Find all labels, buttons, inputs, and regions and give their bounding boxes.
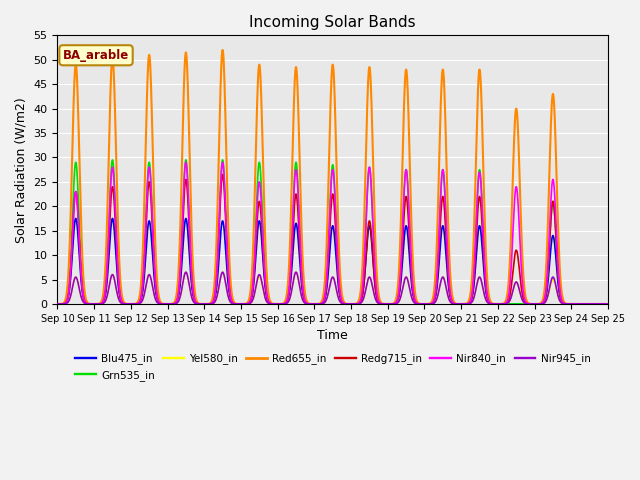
Nir945_in: [207, 301, 215, 307]
Red655_in: [387, 301, 394, 307]
Blu475_in: [604, 301, 612, 307]
Redg715_in: [387, 301, 394, 307]
Line: Redg715_in: Redg715_in: [58, 175, 608, 304]
Y-axis label: Solar Radiation (W/m2): Solar Radiation (W/m2): [15, 97, 28, 242]
Line: Grn535_in: Grn535_in: [58, 160, 608, 304]
Blu475_in: [387, 301, 394, 307]
Text: BA_arable: BA_arable: [63, 49, 129, 62]
Grn535_in: [604, 301, 612, 307]
Nir840_in: [396, 276, 404, 281]
Blu475_in: [552, 254, 559, 260]
Line: Nir945_in: Nir945_in: [58, 272, 608, 304]
Legend: Blu475_in, Grn535_in, Yel580_in, Red655_in, Redg715_in, Nir840_in, Nir945_in: Blu475_in, Grn535_in, Yel580_in, Red655_…: [71, 349, 595, 384]
Redg715_in: [207, 301, 215, 307]
X-axis label: Time: Time: [317, 329, 348, 342]
Nir945_in: [604, 301, 612, 307]
Nir840_in: [552, 216, 559, 222]
Grn535_in: [552, 231, 559, 237]
Red655_in: [604, 301, 612, 307]
Nir840_in: [54, 301, 61, 307]
Nir840_in: [207, 300, 215, 306]
Grn535_in: [207, 300, 215, 306]
Yel580_in: [172, 301, 179, 307]
Nir840_in: [387, 301, 394, 307]
Blu475_in: [207, 301, 215, 307]
Yel580_in: [207, 301, 215, 307]
Blu475_in: [172, 300, 179, 306]
Red655_in: [219, 47, 227, 53]
Redg715_in: [604, 301, 612, 307]
Grn535_in: [387, 301, 394, 307]
Red655_in: [207, 299, 215, 305]
Grn535_in: [54, 301, 61, 307]
Redg715_in: [604, 301, 612, 307]
Nir945_in: [604, 301, 612, 307]
Red655_in: [54, 301, 61, 307]
Grn535_in: [396, 276, 404, 281]
Line: Nir840_in: Nir840_in: [58, 162, 608, 304]
Red655_in: [172, 297, 179, 303]
Nir840_in: [604, 301, 612, 307]
Red655_in: [396, 242, 404, 248]
Redg715_in: [552, 231, 559, 237]
Blu475_in: [72, 216, 79, 221]
Nir945_in: [387, 301, 394, 307]
Red655_in: [552, 148, 559, 154]
Redg715_in: [172, 300, 179, 306]
Line: Blu475_in: Blu475_in: [58, 218, 608, 304]
Yel580_in: [396, 296, 404, 302]
Nir840_in: [172, 300, 179, 306]
Nir840_in: [604, 301, 612, 307]
Nir840_in: [182, 159, 189, 165]
Nir945_in: [396, 296, 404, 302]
Nir945_in: [54, 301, 61, 307]
Line: Red655_in: Red655_in: [58, 50, 608, 304]
Redg715_in: [396, 281, 404, 287]
Title: Incoming Solar Bands: Incoming Solar Bands: [250, 15, 416, 30]
Yel580_in: [552, 285, 559, 290]
Nir945_in: [172, 301, 179, 307]
Blu475_in: [54, 301, 61, 307]
Grn535_in: [604, 301, 612, 307]
Blu475_in: [396, 286, 404, 292]
Yel580_in: [604, 301, 612, 307]
Grn535_in: [109, 157, 116, 163]
Redg715_in: [219, 172, 227, 178]
Nir945_in: [552, 283, 559, 288]
Redg715_in: [54, 301, 61, 307]
Grn535_in: [172, 300, 179, 306]
Line: Yel580_in: Yel580_in: [58, 272, 608, 304]
Blu475_in: [604, 301, 612, 307]
Yel580_in: [54, 301, 61, 307]
Yel580_in: [604, 301, 612, 307]
Nir945_in: [182, 269, 189, 275]
Yel580_in: [182, 269, 189, 275]
Yel580_in: [387, 301, 394, 307]
Red655_in: [604, 301, 612, 307]
